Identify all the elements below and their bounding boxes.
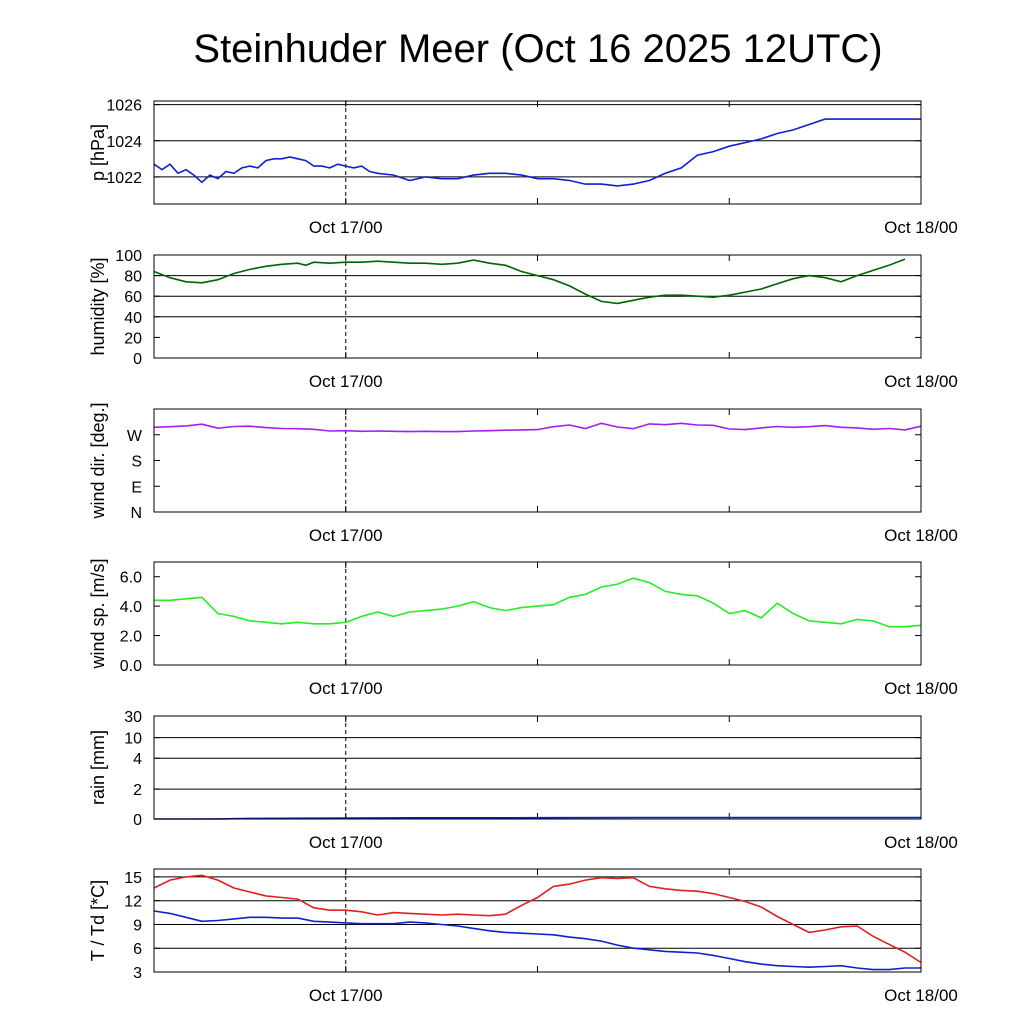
plot-frame: [153, 715, 922, 820]
y-tick-label: 20: [124, 330, 142, 347]
series-line-humidity: [153, 258, 906, 305]
y-axis-label: T / Td [*C]: [88, 880, 108, 961]
y-tick-label: 40: [124, 310, 142, 327]
y-tick-label: 0: [133, 812, 142, 829]
y-tick-label: E: [131, 479, 142, 496]
y-axis-label: p [hPa]: [88, 124, 108, 181]
y-tick-label: 0.0: [120, 658, 142, 675]
plot-frame: [153, 100, 922, 205]
y-tick-label: 60: [124, 289, 142, 306]
plot-frame: [153, 561, 922, 666]
panel-temperature-dewpoint: 3 6 9 12 15 T / Td [*C] Oct 17/00 Oct 18/00: [88, 868, 958, 1005]
y-tick-label: S: [131, 454, 142, 471]
y-axis-label: wind dir. [deg.]: [88, 402, 108, 519]
y-tick-label: 30: [124, 709, 142, 726]
y-axis-label: rain [mm]: [88, 730, 108, 805]
y-tick-label: 2.0: [120, 629, 142, 646]
chart-title: Steinhuder Meer (Oct 16 2025 12UTC): [193, 27, 882, 71]
x-tick-label: Oct 18/00: [884, 526, 958, 545]
y-tick-label: 0: [133, 351, 142, 368]
x-tick-label: Oct 17/00: [309, 218, 383, 237]
panel-rain: 0 2 4 10 30 rain [mm] Oct 17/00 Oct 18/00: [88, 709, 958, 852]
x-tick-label: Oct 18/00: [884, 372, 958, 391]
y-tick-label: 9: [133, 917, 142, 934]
panel-pressure: 1022 1024 1026 p [hPa] Oct 17/00 Oct 18/00: [88, 98, 958, 237]
x-tick-label: Oct 17/00: [309, 526, 383, 545]
x-tick-label: Oct 17/00: [309, 833, 383, 852]
y-tick-label: 2: [133, 782, 142, 799]
y-tick-label: 80: [124, 269, 142, 286]
series-line-wind-speed: [154, 577, 922, 628]
y-tick-label: N: [130, 505, 142, 522]
y-tick-label: 4: [133, 751, 142, 768]
x-tick-label: Oct 17/00: [309, 372, 383, 391]
y-tick-label: 15: [124, 870, 142, 887]
plot-frame: [153, 408, 922, 513]
y-tick-label: 1022: [106, 170, 142, 187]
x-tick-label: Oct 18/00: [884, 679, 958, 698]
x-tick-label: Oct 18/00: [884, 218, 958, 237]
y-tick-label: 1026: [106, 98, 142, 115]
x-tick-label: Oct 17/00: [309, 679, 383, 698]
y-tick-label: 10: [124, 731, 142, 748]
y-axis-label: wind sp. [m/s]: [88, 558, 108, 669]
series-line-pressure: [153, 118, 921, 187]
series-line-wind-direction: [153, 422, 922, 433]
y-tick-label: 1024: [106, 134, 142, 151]
series-line-dewpoint: [153, 910, 921, 971]
y-tick-label: W: [127, 428, 143, 445]
y-tick-label: 6.0: [120, 570, 142, 587]
x-tick-label: Oct 18/00: [884, 986, 958, 1005]
y-tick-label: 12: [124, 894, 142, 911]
y-tick-label: 4.0: [120, 599, 142, 616]
plot-frame: [153, 254, 922, 359]
series-line-temperature: [153, 874, 922, 964]
x-tick-label: Oct 18/00: [884, 833, 958, 852]
y-tick-label: 3: [133, 965, 142, 982]
panel-humidity: 0 20 40 60 80 100 humidity [%] Oct 17/00 Oct 18/…: [88, 248, 958, 391]
plot-frame: [153, 868, 922, 973]
y-tick-label: 100: [115, 248, 142, 265]
y-tick-label: 6: [133, 941, 142, 958]
y-axis-label: humidity [%]: [88, 257, 108, 355]
x-tick-label: Oct 17/00: [309, 986, 383, 1005]
panel-wind-speed: 0.0 2.0 4.0 6.0 wind sp. [m/s] Oct 17/00 Oct 1…: [88, 558, 958, 698]
